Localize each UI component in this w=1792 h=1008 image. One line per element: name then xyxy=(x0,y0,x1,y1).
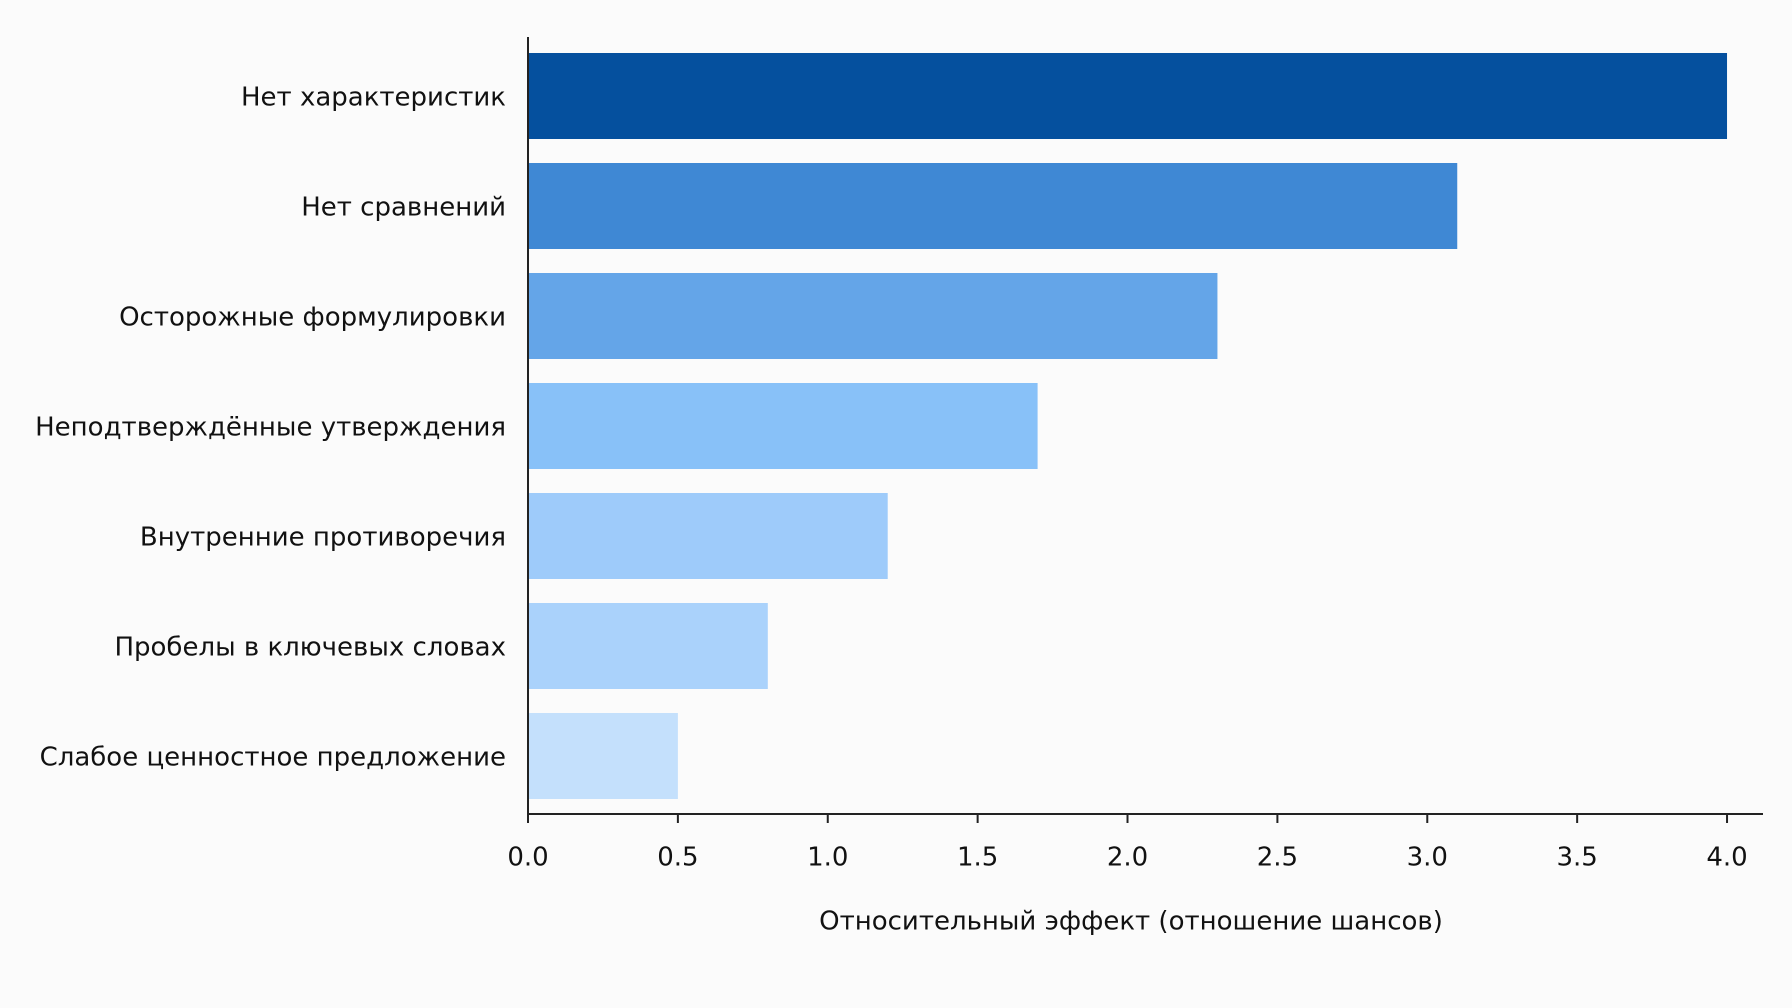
bar xyxy=(528,383,1038,469)
y-tick-label: Пробелы в ключевых словах xyxy=(114,633,506,663)
x-tick-label: 3.0 xyxy=(1407,843,1448,873)
x-axis-title: Относительный эффект (отношение шансов) xyxy=(819,907,1443,937)
y-tick-label: Нет сравнений xyxy=(301,193,506,223)
x-tick-label: 1.5 xyxy=(957,843,998,873)
y-tick-label: Нет характеристик xyxy=(241,83,506,113)
x-tick-label: 2.0 xyxy=(1107,843,1148,873)
x-tick-label: 4.0 xyxy=(1706,843,1747,873)
bar xyxy=(528,273,1218,359)
bar xyxy=(528,713,678,799)
bar xyxy=(528,493,888,579)
x-tick-label: 0.0 xyxy=(507,843,548,873)
bar xyxy=(528,603,768,689)
y-tick-label: Осторожные формулировки xyxy=(119,303,506,333)
x-tick-label: 2.5 xyxy=(1257,843,1298,873)
bar xyxy=(528,163,1458,249)
y-tick-label: Неподтверждённые утверждения xyxy=(35,413,506,443)
bar xyxy=(528,53,1728,139)
x-tick-label: 0.5 xyxy=(657,843,698,873)
x-tick-label: 3.5 xyxy=(1556,843,1597,873)
y-tick-label: Внутренние противоречия xyxy=(140,523,506,553)
x-tick-label: 1.0 xyxy=(807,843,848,873)
y-tick-label: Слабое ценностное предложение xyxy=(40,743,506,773)
